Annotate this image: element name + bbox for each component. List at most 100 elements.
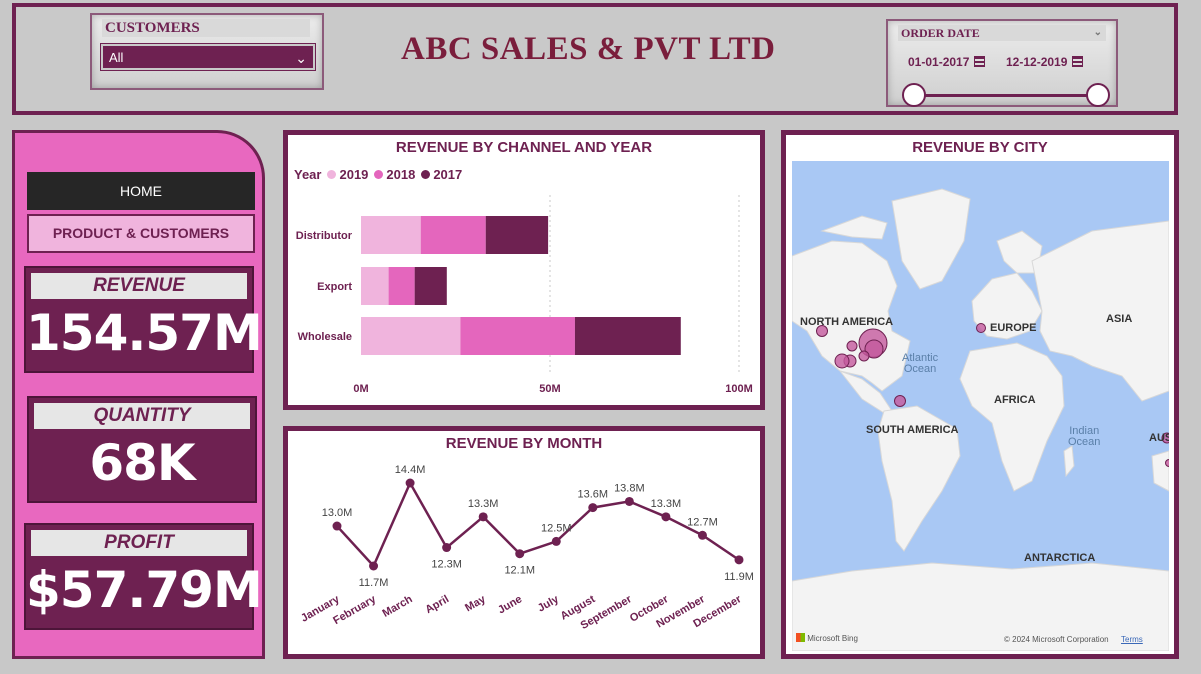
world-map-svg [792,188,1170,651]
date-range-track [912,94,1096,97]
month-chart-svg: 13.0MJanuary11.7MFebruary14.4MMarch12.3M… [299,464,754,632]
bing-label: Microsoft Bing [807,634,858,643]
order-date-slicer-label: ORDER DATE [901,26,980,40]
city-bubble[interactable] [864,339,884,359]
channel-chart-title: REVENUE BY CHANNEL AND YEAR [395,139,653,156]
x-tick-label: May [463,593,488,615]
ocean-label-indian: Indian Ocean [1068,425,1101,448]
legend-label-2019: 2019 [339,167,369,182]
month-chart-panel: REVENUE BY MONTH 13.0M January 11.7M Februa… [283,426,765,659]
data-label: 12.7M [687,516,718,528]
category-label: Export [317,281,352,293]
x-tick-label: July [536,593,562,615]
microsoft-logo-icon [796,633,805,642]
map-copyright: © 2024 Microsoft Corporation [1004,635,1109,644]
quantity-card: QUANTITY 68K [27,396,257,503]
legend-title: Year [294,167,322,182]
data-label: 11.7M [359,577,389,589]
bar-segment [361,317,461,355]
customers-dropdown[interactable]: All ⌄ [100,43,316,71]
x-tick-label: April [423,593,451,616]
revenue-value: 154.57M [26,304,263,362]
landmass-greenland [891,188,971,290]
date-range-end-handle[interactable] [1086,83,1110,107]
city-bubble[interactable] [894,395,906,407]
region-label-europe: EUROPE [990,322,1037,334]
channel-chart-svg: Distributor Export Wholesale 0M 50M 100M [296,195,753,395]
product-customers-button[interactable]: PRODUCT & CUSTOMERS [27,214,255,253]
data-label: 12.1M [504,565,535,577]
data-point [624,496,634,506]
navigation-panel: HOME PRODUCT & CUSTOMERS REVENUE 154.57M… [12,130,265,659]
header-bar: CUSTOMERS All ⌄ ABC SALES & PVT LTD ORDE… [12,3,1178,115]
region-label-africa: AFRICA [994,394,1036,406]
ocean-label-atlantic: Atlantic Ocean [902,352,939,375]
calendar-icon[interactable] [974,56,986,67]
order-date-slicer-title: ORDER DATE ⌄ [898,25,1106,41]
data-point [551,536,561,546]
data-point [515,549,525,559]
x-tick-label: 0M [353,383,368,395]
data-label: 12.3M [431,559,462,571]
bar-segment [574,317,681,355]
data-point [369,561,379,571]
city-bubble[interactable] [834,353,850,369]
x-tick-label: 100M [725,383,753,395]
date-range-start-handle[interactable] [902,83,926,107]
chevron-down-icon: ⌄ [295,50,307,66]
calendar-icon[interactable] [1072,56,1084,67]
data-point [661,512,671,522]
page-title: ABC SALES & PVT LTD [401,31,776,67]
landmass-antarctica [792,562,1169,651]
data-label: 13.3M [651,498,682,510]
home-button[interactable]: HOME [27,172,255,210]
data-label: 14.4M [395,464,426,476]
chevron-down-icon[interactable]: ⌄ [1093,27,1102,38]
region-label-north-america: NORTH AMERICA [800,316,894,328]
city-bubble[interactable] [1161,432,1169,444]
end-date-field[interactable]: 12-12-2019 [1006,55,1084,69]
world-map[interactable]: NORTH AMERICA EUROPE ASIA AFRICA SOUTH A… [792,161,1169,651]
bing-attribution: Microsoft Bing [796,633,858,643]
legend-label-2017: 2017 [433,167,463,182]
region-label-australia: AUST [1149,432,1169,444]
data-point [332,521,342,531]
data-label: 13.8M [614,482,645,494]
x-tick-label: February [331,593,379,627]
landmass-madagascar [1063,445,1075,478]
city-bubble[interactable] [976,323,986,333]
legend-label-2018: 2018 [386,167,416,182]
bar-segment [388,267,415,305]
landmass-africa [959,342,1065,492]
city-bubble[interactable] [858,350,870,362]
data-point [442,543,452,553]
revenue-label: REVENUE [31,273,247,299]
quantity-value: 68K [89,434,195,492]
region-label-asia: ASIA [1106,313,1133,325]
region-label-south-america: SOUTH AMERICA [866,424,959,436]
revenue-line [336,480,740,569]
customers-slicer: CUSTOMERS All ⌄ [90,13,324,90]
revenue-card: REVENUE 154.57M [24,266,263,373]
data-point [697,530,707,540]
category-label: Wholesale [298,331,352,343]
x-tick-label: June [496,593,524,616]
bar-segment [414,267,447,305]
start-date-field[interactable]: 01-01-2017 [908,55,986,69]
x-tick-label: 50M [539,383,560,395]
profit-value: $57.79M [26,561,263,619]
data-point [478,512,488,522]
data-label: 13.0M [322,507,353,519]
data-label: 11.9M [724,571,754,583]
category-label: Distributor [296,230,353,242]
city-bubble[interactable] [846,340,858,352]
region-label-antarctica: ANTARCTICA [1024,552,1096,564]
data-point [405,478,415,488]
city-bubble[interactable] [1165,459,1170,467]
city-bubble[interactable] [816,325,828,337]
terms-link[interactable]: Terms [1121,635,1143,644]
city-map-panel: REVENUE BY CITY [781,130,1179,659]
bar-segment [460,317,575,355]
profit-card: PROFIT $57.79M [24,523,263,630]
landmass-canada-islands [820,215,888,240]
